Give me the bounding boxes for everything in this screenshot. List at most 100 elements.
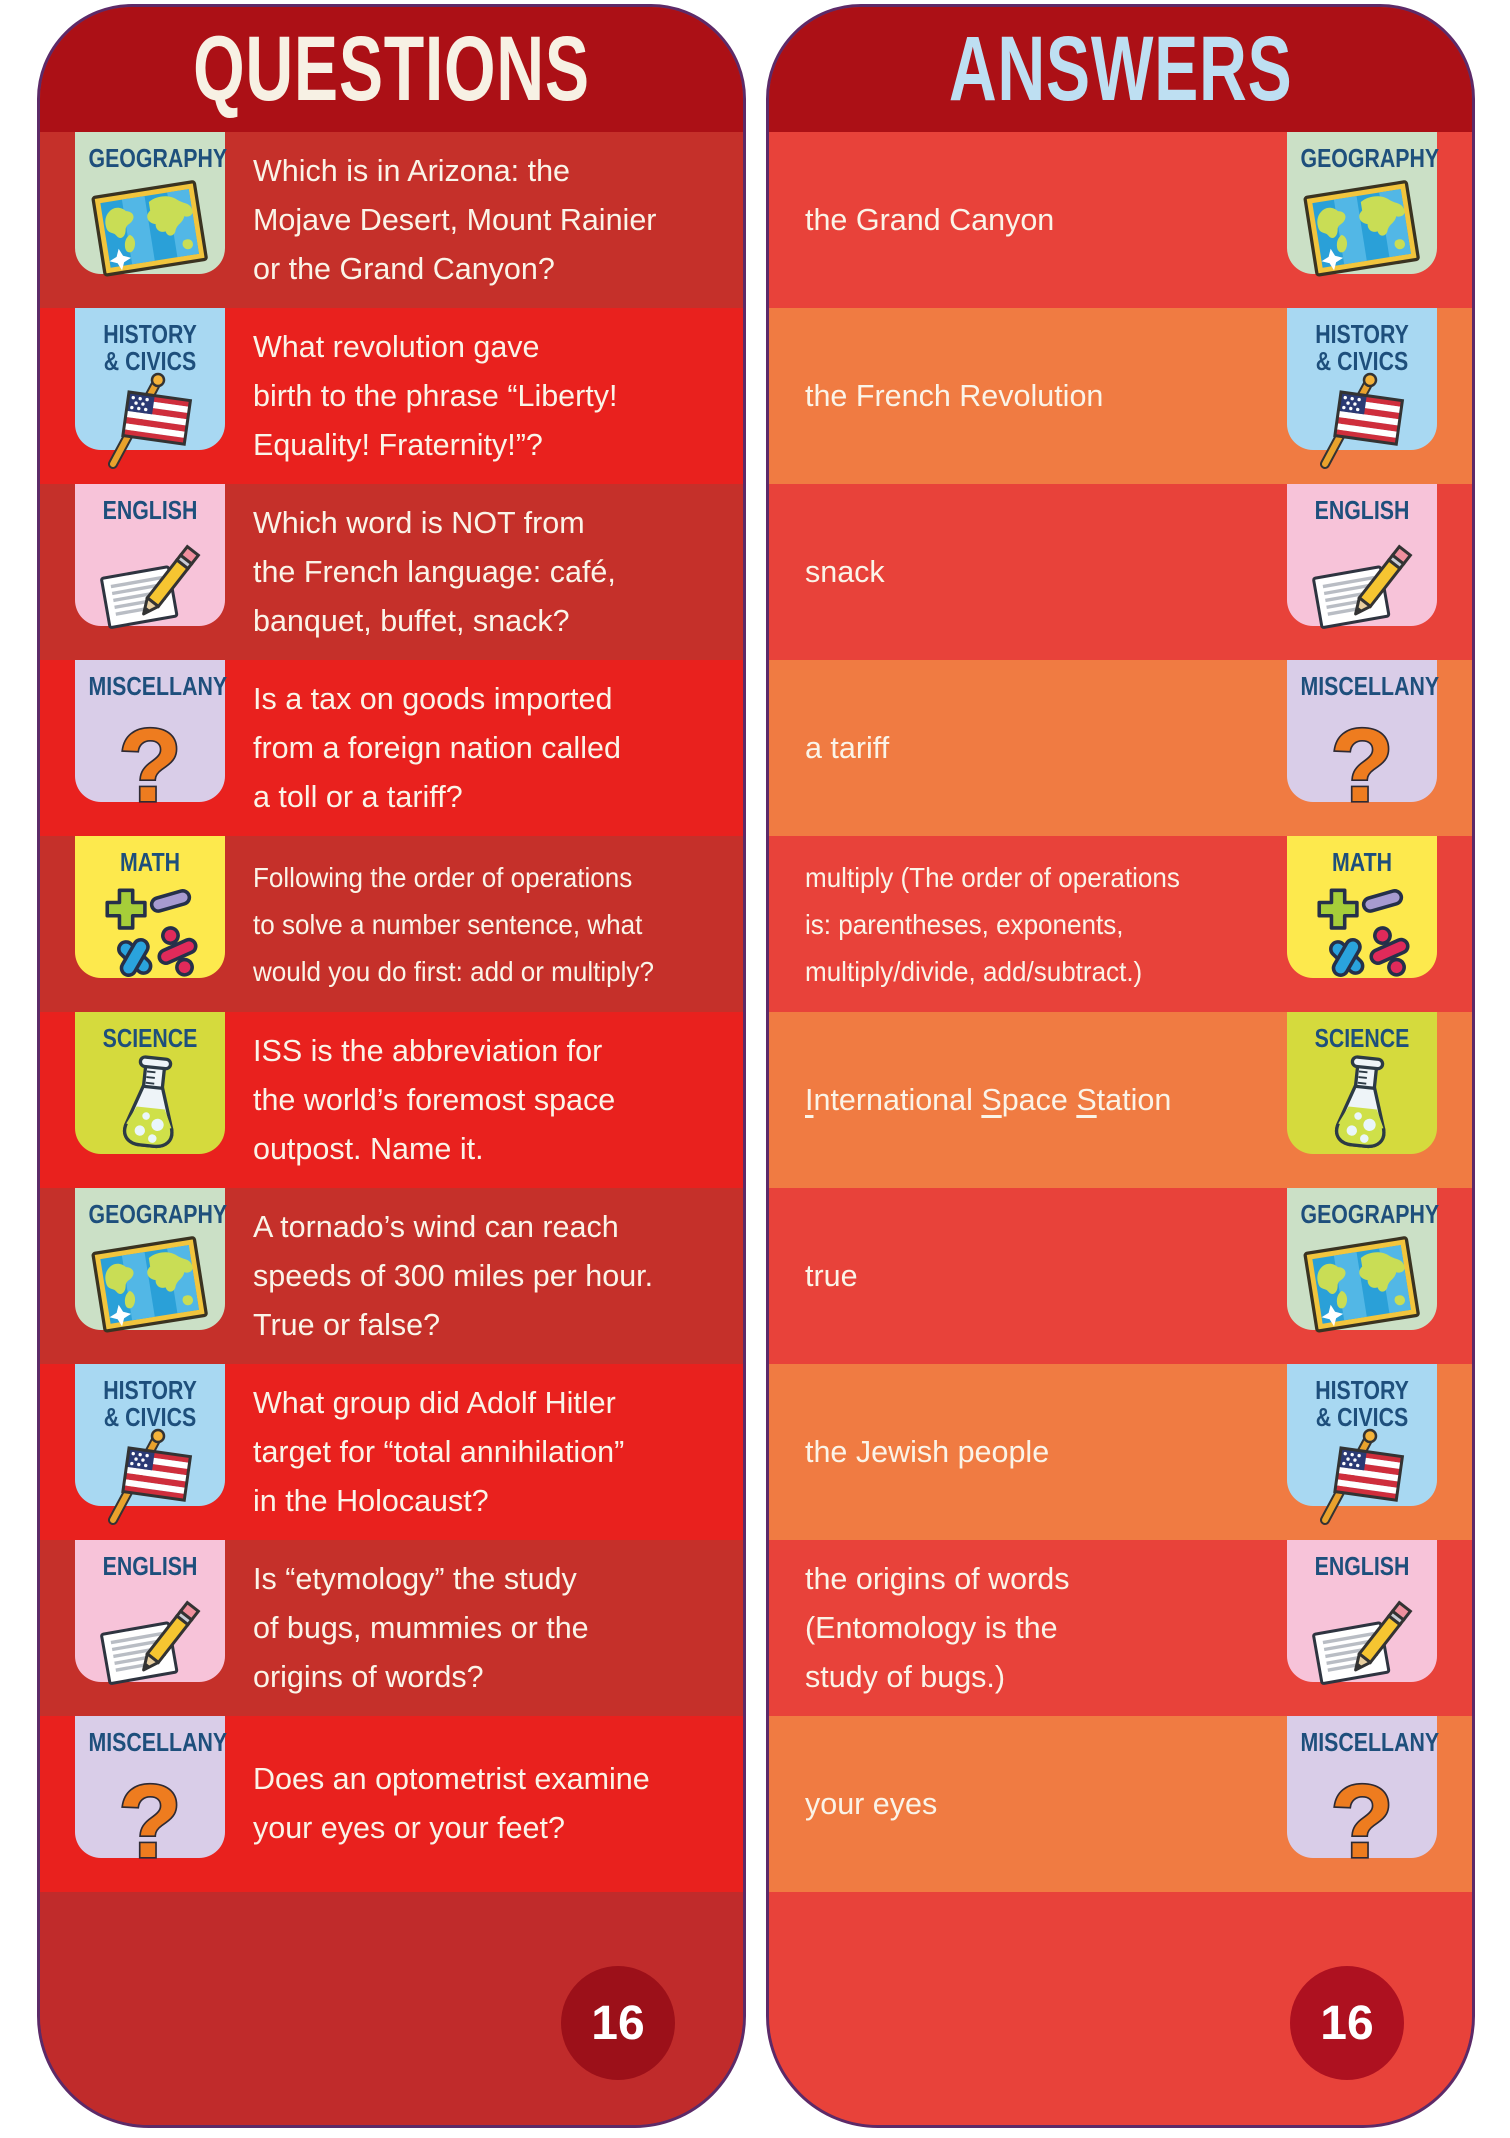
us-flag-icon [95,370,205,470]
category-tile-miscellany: MISCELLANY [1287,660,1440,802]
category-label: MISCELLANY [88,1727,228,1757]
answer-text: true [805,1258,858,1293]
category-tile-english: ENGLISH [1287,1540,1437,1682]
question-row: MISCELLANY Does an optometrist examine y… [40,1716,743,1892]
category-label: MISCELLANY [1300,671,1440,701]
page-number-badge: 16 [1290,1966,1404,2080]
us-flag-icon [95,1426,205,1526]
category-label: HISTORY & CIVICS [1315,1375,1409,1432]
category-tile-geography: GEOGRAPHY [1287,1188,1440,1330]
category-tile-history-civics: HISTORY & CIVICS [1287,308,1437,450]
question-row: HISTORY & CIVICS What revolution gave bi… [40,308,743,484]
category-tile-miscellany: MISCELLANY [1287,1716,1440,1858]
category-tile-math: MATH [1287,836,1437,978]
question-text: What revolution gave birth to the phrase… [253,329,618,462]
question-text: What group did Adolf Hitler target for “… [253,1385,625,1518]
answer-text: International Space Station [805,1082,1172,1117]
category-tile-science: SCIENCE [75,1012,225,1154]
answer-text: snack [805,554,885,589]
question-text: Which word is NOT from the French langua… [253,505,616,638]
category-label: GEOGRAPHY [1300,1199,1440,1229]
question-mark-icon [104,1756,196,1896]
paper-pencil-icon [94,534,206,634]
question-text: A tornado’s wind can reach speeds of 300… [253,1209,654,1342]
map-icon [1302,1232,1422,1340]
answer-row: International Space Station SCIENCE [769,1012,1472,1188]
questions-title: QUESTIONS [193,18,590,120]
category-label: GEOGRAPHY [88,143,228,173]
question-row: SCIENCE ISS is the abbreviation for the … [40,1012,743,1188]
category-tile-history-civics: HISTORY & CIVICS [75,1364,225,1506]
category-label: MISCELLANY [88,671,228,701]
question-mark-icon [1316,1756,1408,1896]
category-tile-geography: GEOGRAPHY [75,1188,228,1330]
category-tile-english: ENGLISH [75,1540,225,1682]
flask-icon [98,1050,202,1162]
answers-title: ANSWERS [948,18,1293,120]
questions-header: QUESTIONS [40,7,743,132]
questions-card: QUESTIONS GEOGRAPHY Which is in Arizona:… [37,4,746,2128]
question-row: ENGLISH Which word is NOT from the Frenc… [40,484,743,660]
answer-text: the Jewish people [805,1434,1050,1469]
question-row: MISCELLANY Is a tax on goods imported fr… [40,660,743,836]
us-flag-icon [1307,1426,1417,1526]
answer-text: the French Revolution [805,378,1104,413]
category-label: SCIENCE [102,1023,198,1053]
category-label: HISTORY & CIVICS [1315,319,1409,376]
us-flag-icon [1307,370,1417,470]
answer-text: the origins of words (Entomology is the … [805,1561,1070,1694]
category-label: ENGLISH [1314,1551,1410,1581]
answer-row: your eyes MISCELLANY [769,1716,1472,1892]
category-label: MATH [119,847,180,877]
question-text: Does an optometrist examine your eyes or… [253,1762,650,1845]
category-tile-geography: GEOGRAPHY [1287,132,1440,274]
question-row: HISTORY & CIVICS What group did Adolf Hi… [40,1364,743,1540]
category-label: GEOGRAPHY [1300,143,1440,173]
question-text: Which is in Arizona: the Mojave Desert, … [253,153,657,286]
question-text: ISS is the abbreviation for the world’s … [253,1033,616,1166]
category-label: MATH [1331,847,1392,877]
question-row: MATH Following the order of operations t… [40,836,743,1012]
answers-header: ANSWERS [769,7,1472,132]
category-tile-math: MATH [75,836,225,978]
map-icon [90,1232,210,1340]
paper-pencil-icon [94,1590,206,1690]
map-icon [90,176,210,284]
question-mark-icon [1316,700,1408,840]
category-tile-miscellany: MISCELLANY [75,660,228,802]
question-text: Is “etymology” the study of bugs, mummie… [253,1561,589,1694]
answer-row: multiply (The order of operations is: pa… [769,836,1472,1012]
question-text: Following the order of operations to sol… [253,861,654,987]
flask-icon [1310,1050,1414,1162]
answer-row: the French Revolution HISTORY & CIVICS [769,308,1472,484]
question-text: Is a tax on goods imported from a foreig… [253,681,621,814]
category-tile-english: ENGLISH [75,484,225,626]
paper-pencil-icon [1306,534,1418,634]
category-tile-english: ENGLISH [1287,484,1437,626]
answer-row: the Grand Canyon GEOGRAPHY [769,132,1472,308]
answer-row: the Jewish people HISTORY & CIVICS [769,1364,1472,1540]
category-tile-science: SCIENCE [1287,1012,1437,1154]
answer-text: the Grand Canyon [805,202,1055,237]
category-label: ENGLISH [102,495,198,525]
category-label: ENGLISH [1314,495,1410,525]
answer-text: a tariff [805,730,890,765]
category-label: GEOGRAPHY [88,1199,228,1229]
questions-footer: 16 [40,1892,743,2125]
category-tile-history-civics: HISTORY & CIVICS [75,308,225,450]
category-label: ENGLISH [102,1551,198,1581]
category-label: MISCELLANY [1300,1727,1440,1757]
answer-row: the origins of words (Entomology is the … [769,1540,1472,1716]
page-number-badge: 16 [561,1966,675,2080]
answer-text: your eyes [805,1786,938,1821]
map-icon [1302,176,1422,284]
category-tile-geography: GEOGRAPHY [75,132,228,274]
answer-row: a tariff MISCELLANY [769,660,1472,836]
math-symbols-icon [1306,874,1418,986]
answer-text: multiply (The order of operations is: pa… [805,861,1180,987]
answers-footer: 16 [769,1892,1472,2125]
question-row: GEOGRAPHY A tornado’s wind can reach spe… [40,1188,743,1364]
category-label: HISTORY & CIVICS [103,319,197,376]
question-row: ENGLISH Is “etymology” the study of bugs… [40,1540,743,1716]
